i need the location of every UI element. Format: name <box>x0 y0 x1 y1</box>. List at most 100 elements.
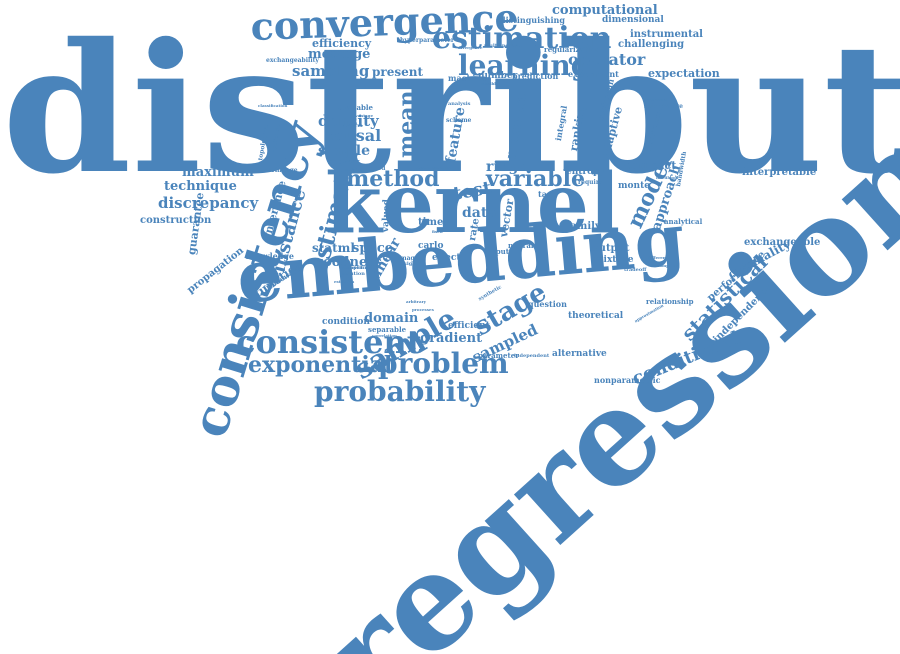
word-possible: possible <box>480 81 499 86</box>
word-image: image <box>398 255 419 262</box>
word-fixed: fixed <box>432 229 443 234</box>
word-operator: operator <box>568 50 646 69</box>
word-solution: solution <box>342 271 365 277</box>
word-time: time <box>418 217 444 228</box>
word-advantage: advantage <box>350 113 373 118</box>
word-discrepancy: discrepancy <box>158 194 259 212</box>
word-technique: technique <box>164 179 237 194</box>
word-knowledge: knowledge <box>246 251 294 261</box>
word-mean: mean <box>394 90 420 158</box>
word-condition: condition <box>322 317 370 327</box>
word-message: message <box>308 47 371 62</box>
word-method: method <box>346 166 440 192</box>
word-informative: informative <box>644 103 683 110</box>
word-construction: construction <box>140 215 212 226</box>
word-simple: simple <box>318 143 371 159</box>
word-estimation: estimation <box>432 21 612 56</box>
word-input: input <box>488 247 509 256</box>
word-separable: separable <box>368 325 407 334</box>
word-distribution: distribution <box>2 4 900 213</box>
word-processes: processes <box>412 307 434 312</box>
word-perform: perform <box>340 123 363 129</box>
word-optimal: optimal <box>350 265 372 271</box>
word-causal: causal <box>324 126 382 145</box>
word-interpretable: interpretable <box>742 167 817 178</box>
word-expectation: expectation <box>648 67 720 80</box>
word-signal: signal <box>404 261 421 267</box>
word-arbitrary: arbitrary <box>406 299 426 304</box>
word-experiment: experiment <box>568 69 619 79</box>
word-analytical: analytical <box>664 217 703 226</box>
word-shrinkage: shrinkage <box>264 167 298 174</box>
word-hyperparameter: hyperparameter <box>400 37 455 44</box>
word-correlation: correlation <box>372 333 397 338</box>
word-nonparametric: nonparametric <box>594 375 661 385</box>
word-challenging: challenging <box>618 39 685 50</box>
word-classification: classification <box>258 103 288 108</box>
word-theoretical: theoretical <box>568 311 624 321</box>
word-domain: domain <box>364 311 419 326</box>
word-dimensional: dimensional <box>602 15 664 25</box>
word-mixture: mixture <box>594 255 634 265</box>
word-question: question <box>528 299 567 309</box>
word-gradient: gradient <box>420 331 483 346</box>
word-computational: computational <box>552 3 658 18</box>
word-compact: compact <box>624 159 677 172</box>
word-kernel: kernel <box>325 156 621 252</box>
word-learning: learning <box>458 49 591 82</box>
word-practice: practice <box>344 167 363 172</box>
word-task: task <box>538 189 557 199</box>
word-variable: variable <box>486 166 585 192</box>
word-observed: observed <box>342 265 363 270</box>
word-efficient: efficient <box>448 321 490 331</box>
word-space: space <box>352 241 394 256</box>
word-number: number <box>478 71 518 81</box>
word-ridge: ridge <box>486 159 528 175</box>
word-entropy: entropy <box>566 167 605 177</box>
word-monte: monte <box>618 181 650 191</box>
word-exponential: exponential <box>248 352 393 378</box>
word-likelihood: likelihood <box>656 175 679 180</box>
word-single: single <box>434 165 451 171</box>
word-assumption: assumption <box>652 263 678 268</box>
word-multispectral: multispectral <box>484 43 522 49</box>
word-present: present <box>372 65 424 79</box>
word-maximum: maximum <box>182 165 254 180</box>
word-statml: statml <box>312 241 355 255</box>
word-distinguishing: distinguishing <box>500 15 565 25</box>
word-testing: testing <box>416 165 436 171</box>
word-data: data <box>462 205 497 221</box>
word-represent: represent <box>646 97 668 102</box>
word-probability: probability <box>314 375 486 408</box>
word-instrumental: instrumental <box>630 29 703 40</box>
word-scheme: scheme <box>446 117 472 124</box>
word-exchangeability: exchangeability <box>266 57 319 64</box>
word-family: family <box>566 221 601 232</box>
word-tradeoff: tradeoff <box>624 267 647 273</box>
word-establish: establish <box>334 279 355 284</box>
word-network: network <box>328 157 361 166</box>
word-consistent: consistent <box>236 323 422 361</box>
word-machine: machine <box>448 73 487 83</box>
word-require: require <box>578 179 603 186</box>
word-alternative: alternative <box>552 349 607 359</box>
word-prediction: prediction <box>512 71 559 81</box>
word-effect: effect <box>432 253 461 263</box>
word-independent: independent <box>514 353 550 359</box>
word-parameter: parameter <box>478 351 519 360</box>
word-efficiency: efficiency <box>312 37 372 50</box>
word-output: output <box>592 243 630 254</box>
word-neural: neural <box>508 241 534 250</box>
word-sampling: sampling <box>292 62 370 80</box>
word-relationship: relationship <box>646 297 694 306</box>
word-problem: problem <box>378 347 509 380</box>
word-regularization: regularization <box>544 45 600 54</box>
word-analysis: analysis <box>448 101 471 107</box>
word-density: density <box>318 112 379 130</box>
word-based: based <box>366 165 386 172</box>
word-divergence: divergence <box>458 45 483 50</box>
word-available: available <box>338 103 373 112</box>
word-goodness: goodness <box>314 255 382 270</box>
word-difference: difference <box>648 255 671 260</box>
